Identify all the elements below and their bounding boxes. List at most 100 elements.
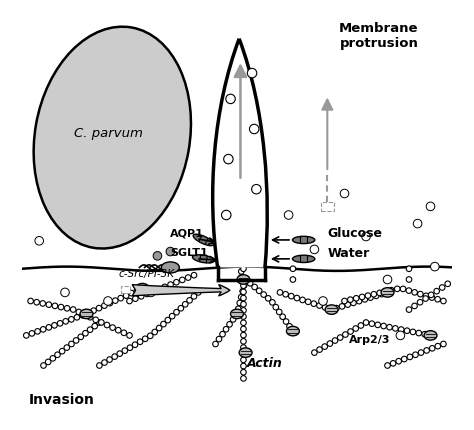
Circle shape xyxy=(238,61,244,66)
Circle shape xyxy=(334,305,339,311)
Circle shape xyxy=(238,126,244,132)
Circle shape xyxy=(80,313,85,318)
Circle shape xyxy=(238,79,244,84)
Circle shape xyxy=(180,277,185,283)
Circle shape xyxy=(435,296,440,302)
Circle shape xyxy=(365,293,371,298)
Circle shape xyxy=(238,179,244,185)
Circle shape xyxy=(441,341,446,347)
Text: Actin: Actin xyxy=(247,357,283,370)
Circle shape xyxy=(343,332,348,337)
Circle shape xyxy=(57,320,63,326)
Circle shape xyxy=(283,292,289,297)
Circle shape xyxy=(289,293,294,299)
Circle shape xyxy=(300,297,305,303)
Circle shape xyxy=(116,327,121,333)
Circle shape xyxy=(166,247,174,256)
Circle shape xyxy=(423,293,429,298)
Circle shape xyxy=(328,307,334,312)
Circle shape xyxy=(390,360,396,366)
Circle shape xyxy=(41,363,46,368)
Circle shape xyxy=(284,211,293,219)
Circle shape xyxy=(238,90,244,96)
Circle shape xyxy=(371,292,377,297)
Circle shape xyxy=(273,304,279,310)
Ellipse shape xyxy=(292,237,315,243)
Circle shape xyxy=(428,292,434,298)
Circle shape xyxy=(339,304,345,309)
Circle shape xyxy=(252,284,257,290)
Circle shape xyxy=(122,348,128,353)
Circle shape xyxy=(152,329,157,335)
Circle shape xyxy=(241,363,246,369)
Circle shape xyxy=(238,138,244,144)
Circle shape xyxy=(238,251,244,256)
Circle shape xyxy=(399,327,404,332)
Circle shape xyxy=(387,324,392,330)
Circle shape xyxy=(238,191,244,197)
Circle shape xyxy=(413,352,418,358)
Circle shape xyxy=(107,357,112,362)
Circle shape xyxy=(356,298,362,304)
Circle shape xyxy=(362,297,367,302)
Circle shape xyxy=(129,290,134,296)
FancyBboxPatch shape xyxy=(121,286,130,293)
Circle shape xyxy=(238,114,244,120)
Circle shape xyxy=(412,289,418,295)
Circle shape xyxy=(150,289,156,295)
Circle shape xyxy=(127,333,132,338)
Circle shape xyxy=(238,185,244,191)
Circle shape xyxy=(374,293,379,299)
Circle shape xyxy=(406,288,411,293)
Circle shape xyxy=(412,303,417,309)
Ellipse shape xyxy=(325,305,338,314)
Circle shape xyxy=(238,150,244,155)
Circle shape xyxy=(99,319,104,325)
Circle shape xyxy=(238,73,244,78)
Circle shape xyxy=(140,286,145,291)
Circle shape xyxy=(236,306,241,312)
Circle shape xyxy=(410,329,416,335)
PathPatch shape xyxy=(213,39,267,267)
Circle shape xyxy=(238,132,244,138)
Circle shape xyxy=(104,297,112,305)
Circle shape xyxy=(147,333,153,338)
Circle shape xyxy=(270,300,275,305)
Circle shape xyxy=(238,67,244,72)
Circle shape xyxy=(142,336,148,341)
Circle shape xyxy=(238,245,244,250)
Circle shape xyxy=(290,329,296,334)
Circle shape xyxy=(424,347,429,353)
Circle shape xyxy=(191,273,197,278)
Circle shape xyxy=(238,275,244,280)
Circle shape xyxy=(40,326,46,332)
Circle shape xyxy=(445,281,450,287)
Circle shape xyxy=(137,339,143,344)
Ellipse shape xyxy=(193,234,214,246)
Ellipse shape xyxy=(239,348,252,357)
Circle shape xyxy=(385,290,390,295)
Circle shape xyxy=(29,331,35,336)
Circle shape xyxy=(69,316,74,322)
Circle shape xyxy=(435,343,441,349)
Circle shape xyxy=(383,275,392,284)
Circle shape xyxy=(327,341,333,346)
Circle shape xyxy=(401,356,407,362)
Circle shape xyxy=(64,345,70,350)
Text: Arp2/3: Arp2/3 xyxy=(349,335,390,345)
Circle shape xyxy=(187,298,192,303)
Circle shape xyxy=(238,96,244,102)
Circle shape xyxy=(241,338,246,344)
Ellipse shape xyxy=(80,309,93,319)
Circle shape xyxy=(110,325,115,330)
Circle shape xyxy=(317,303,322,308)
Circle shape xyxy=(294,295,300,301)
Circle shape xyxy=(418,350,424,355)
Circle shape xyxy=(35,237,44,245)
Circle shape xyxy=(195,290,201,295)
Ellipse shape xyxy=(192,255,215,263)
Circle shape xyxy=(238,84,244,90)
Circle shape xyxy=(241,332,246,338)
Circle shape xyxy=(185,275,191,280)
Circle shape xyxy=(418,291,423,297)
